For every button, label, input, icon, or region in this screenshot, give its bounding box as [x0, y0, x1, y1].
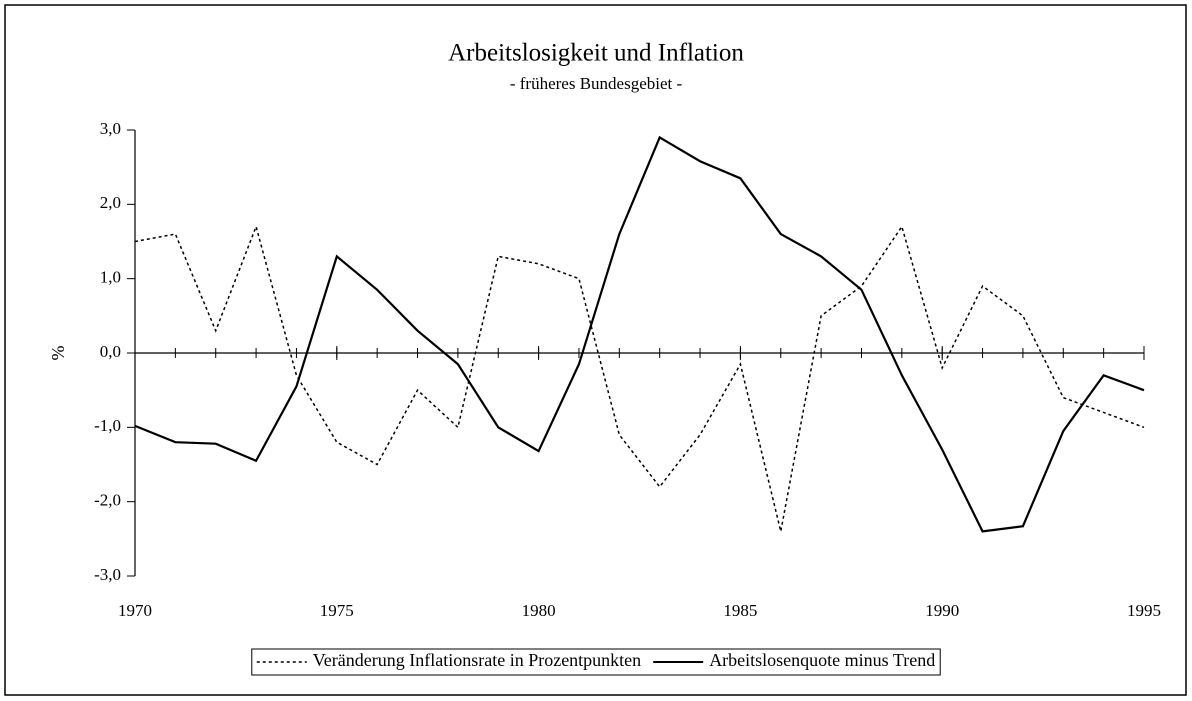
legend-label: Veränderung Inflationsrate in Prozentpun… — [313, 650, 641, 670]
chart-border — [4, 4, 1187, 696]
legend-box — [251, 648, 941, 676]
chart-subtitle: - früheres Bundesgebiet - — [510, 74, 683, 93]
y-tick-label: -2,0 — [94, 491, 121, 510]
y-tick-label: 0,0 — [100, 342, 121, 361]
x-tick-label: 1995 — [1127, 601, 1161, 620]
series-line — [134, 224, 1145, 532]
x-tick-label: 1980 — [522, 601, 556, 620]
x-tick-label: 1985 — [723, 601, 757, 620]
y-tick-label: 1,0 — [100, 268, 121, 287]
y-tick-label: 2,0 — [100, 193, 121, 212]
x-tick-label: 1970 — [118, 601, 152, 620]
x-tick-label: 1990 — [925, 601, 959, 620]
x-tick-label: 1975 — [320, 601, 354, 620]
y-tick-label: 3,0 — [100, 119, 121, 138]
y-tick-label: -3,0 — [94, 565, 121, 584]
legend-label: Arbeitslosenquote minus Trend — [709, 650, 935, 670]
chart-title: Arbeitslosigkeit und Inflation — [448, 40, 744, 67]
y-tick-label: -1,0 — [94, 416, 121, 435]
y-axis-label: % — [48, 346, 68, 361]
series-line — [134, 135, 1145, 533]
